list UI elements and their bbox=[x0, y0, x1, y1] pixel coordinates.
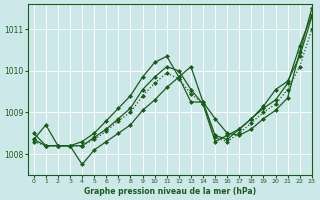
X-axis label: Graphe pression niveau de la mer (hPa): Graphe pression niveau de la mer (hPa) bbox=[84, 187, 256, 196]
